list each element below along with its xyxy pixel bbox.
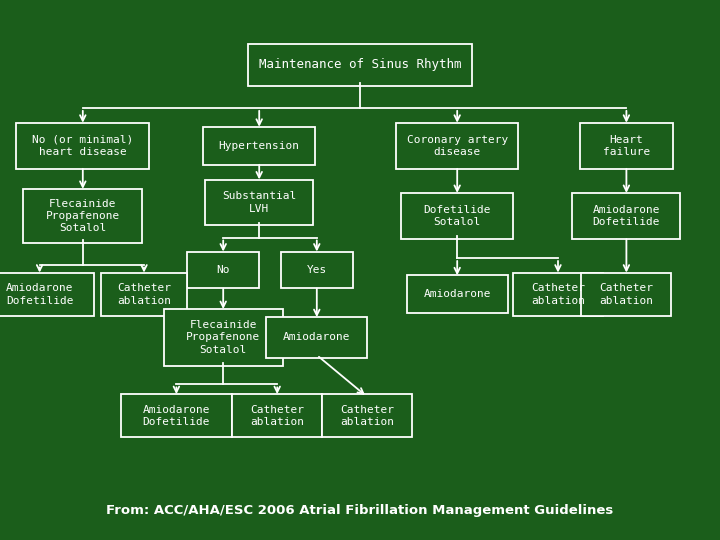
FancyBboxPatch shape bbox=[163, 309, 282, 366]
FancyBboxPatch shape bbox=[24, 189, 143, 243]
FancyBboxPatch shape bbox=[232, 394, 323, 437]
FancyBboxPatch shape bbox=[323, 394, 412, 437]
Text: Catheter
ablation: Catheter ablation bbox=[531, 283, 585, 306]
FancyBboxPatch shape bbox=[572, 193, 680, 239]
Text: Catheter
ablation: Catheter ablation bbox=[251, 404, 304, 427]
Text: Dofetilide
Sotalol: Dofetilide Sotalol bbox=[423, 205, 491, 227]
Text: Heart
failure: Heart failure bbox=[603, 134, 650, 157]
Text: From: ACC/AHA/ESC 2006 Atrial Fibrillation Management Guidelines: From: ACC/AHA/ESC 2006 Atrial Fibrillati… bbox=[107, 504, 613, 517]
FancyBboxPatch shape bbox=[396, 123, 518, 168]
FancyBboxPatch shape bbox=[121, 394, 232, 437]
Text: Coronary artery
disease: Coronary artery disease bbox=[407, 134, 508, 157]
Text: Amiodarone
Dofetilide: Amiodarone Dofetilide bbox=[6, 283, 73, 306]
FancyBboxPatch shape bbox=[281, 252, 353, 288]
Text: Maintenance of Sinus Rhythm: Maintenance of Sinus Rhythm bbox=[258, 58, 462, 71]
Text: Substantial
LVH: Substantial LVH bbox=[222, 191, 297, 214]
Text: Flecainide
Propafenone
Sotalol: Flecainide Propafenone Sotalol bbox=[186, 320, 261, 355]
Text: Flecainide
Propafenone
Sotalol: Flecainide Propafenone Sotalol bbox=[45, 199, 120, 233]
Text: Amiodarone
Dofetilide: Amiodarone Dofetilide bbox=[593, 205, 660, 227]
FancyBboxPatch shape bbox=[266, 317, 367, 357]
Text: Amiodarone
Dofetilide: Amiodarone Dofetilide bbox=[143, 404, 210, 427]
Text: Catheter
ablation: Catheter ablation bbox=[340, 404, 395, 427]
FancyBboxPatch shape bbox=[17, 123, 150, 168]
FancyBboxPatch shape bbox=[0, 273, 94, 316]
Text: Amiodarone: Amiodarone bbox=[283, 333, 351, 342]
Text: No (or minimal)
heart disease: No (or minimal) heart disease bbox=[32, 134, 133, 157]
Text: No: No bbox=[217, 265, 230, 275]
FancyBboxPatch shape bbox=[248, 44, 472, 86]
FancyBboxPatch shape bbox=[513, 273, 603, 316]
FancyBboxPatch shape bbox=[582, 273, 671, 316]
FancyBboxPatch shape bbox=[580, 123, 673, 168]
Text: Hypertension: Hypertension bbox=[219, 141, 300, 151]
Text: Amiodarone: Amiodarone bbox=[423, 289, 491, 299]
Text: Catheter
ablation: Catheter ablation bbox=[117, 283, 171, 306]
FancyBboxPatch shape bbox=[205, 179, 313, 226]
Text: Catheter
ablation: Catheter ablation bbox=[599, 283, 654, 306]
FancyBboxPatch shape bbox=[407, 275, 508, 313]
FancyBboxPatch shape bbox=[101, 273, 187, 316]
Text: Yes: Yes bbox=[307, 265, 327, 275]
FancyBboxPatch shape bbox=[187, 252, 259, 288]
FancyBboxPatch shape bbox=[402, 193, 513, 239]
FancyBboxPatch shape bbox=[203, 127, 315, 165]
